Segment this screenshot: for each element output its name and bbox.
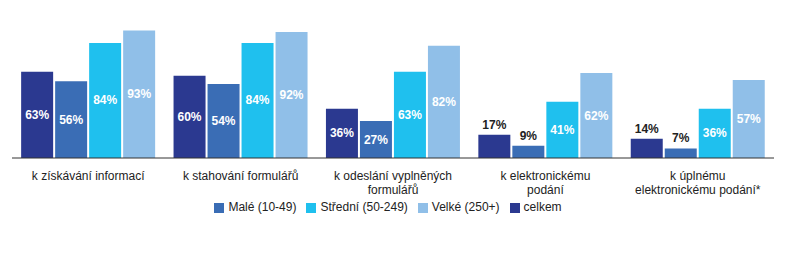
svg-text:63%: 63% xyxy=(398,108,422,122)
svg-text:41%: 41% xyxy=(550,123,574,137)
html-text:Velké (250+): Velké (250+) xyxy=(431,200,500,214)
svg-text:54%: 54% xyxy=(212,114,236,128)
svg-text:82%: 82% xyxy=(432,95,456,109)
svg-text:17%: 17% xyxy=(482,118,506,132)
svg-text:k úplnémuelektronickému podání: k úplnémuelektronickému podání* xyxy=(635,169,761,197)
svg-text:7%: 7% xyxy=(672,131,690,145)
svg-text:63%: 63% xyxy=(25,108,49,122)
svg-text:57%: 57% xyxy=(737,112,761,126)
svg-text:93%: 93% xyxy=(127,87,151,101)
svg-text:62%: 62% xyxy=(584,109,608,123)
svg-text:56%: 56% xyxy=(59,113,83,127)
svg-text:92%: 92% xyxy=(280,88,304,102)
svg-text:60%: 60% xyxy=(178,110,202,124)
svg-text:14%: 14% xyxy=(635,122,659,136)
html-text:celkem: celkem xyxy=(523,200,562,214)
svg-text:9%: 9% xyxy=(520,129,538,143)
svg-text:84%: 84% xyxy=(93,93,117,107)
svg-text:84%: 84% xyxy=(246,93,270,107)
html-text:Malé (10-49): Malé (10-49) xyxy=(228,200,297,214)
svg-text:36%: 36% xyxy=(703,126,727,140)
svg-text:27%: 27% xyxy=(364,133,388,147)
svg-text:k získávání informací: k získávání informací xyxy=(32,169,145,183)
html-text:Střední (50-249): Střední (50-249) xyxy=(320,200,408,214)
svg-text:k elektronickémupodání: k elektronickémupodání xyxy=(500,169,590,197)
svg-text:k odeslání vyplněnýchformulářů: k odeslání vyplněnýchformulářů xyxy=(334,169,452,197)
svg-text:k stahování formulářů: k stahování formulářů xyxy=(183,169,298,183)
svg-text:36%: 36% xyxy=(330,126,354,140)
